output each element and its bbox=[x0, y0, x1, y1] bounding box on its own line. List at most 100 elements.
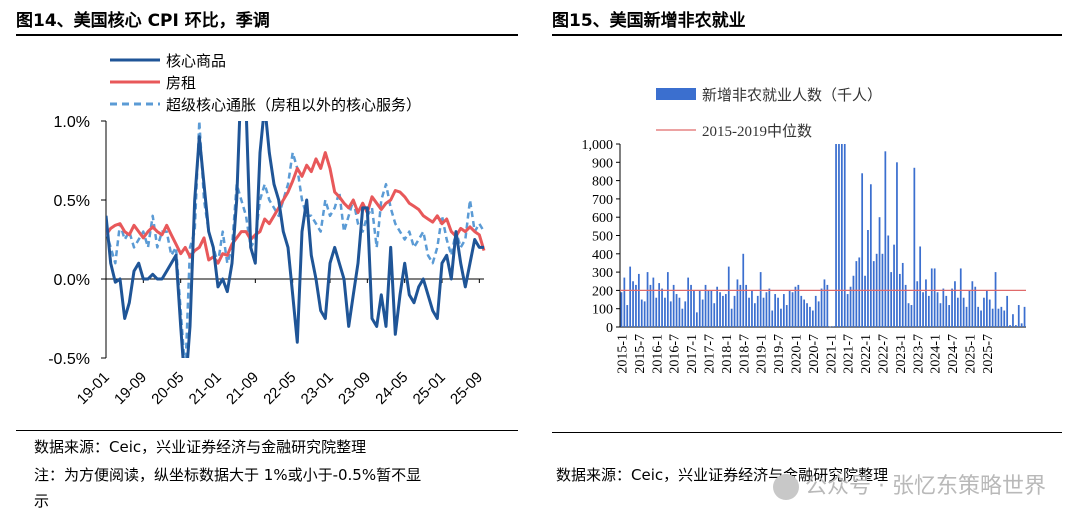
payroll-bar bbox=[791, 292, 794, 327]
payroll-bar bbox=[971, 281, 974, 327]
left-y-tick-label: 1.0% bbox=[54, 114, 90, 131]
payroll-bar bbox=[832, 326, 835, 327]
payroll-bar bbox=[707, 290, 710, 327]
payroll-bar bbox=[898, 273, 901, 327]
payroll-bar bbox=[727, 266, 730, 327]
right-y-tick-label: 500 bbox=[592, 230, 613, 245]
payroll-bar bbox=[806, 303, 808, 327]
payroll-bar bbox=[635, 284, 637, 327]
left-series-lines bbox=[106, 121, 486, 358]
payroll-bar bbox=[867, 230, 869, 327]
right-x-tick-label: 2024-7 bbox=[946, 334, 961, 374]
payroll-bar bbox=[661, 288, 663, 327]
supercore-line bbox=[106, 121, 486, 358]
payroll-bar bbox=[838, 144, 840, 327]
payroll-bar bbox=[939, 303, 942, 327]
payroll-bar bbox=[954, 281, 956, 327]
payroll-bar bbox=[849, 286, 852, 327]
right-y-tick-label: 0 bbox=[606, 321, 613, 336]
payroll-bar bbox=[1023, 306, 1026, 327]
right-y-tick-label: 1,000 bbox=[582, 138, 614, 153]
right-x-tick-label: 2018-7 bbox=[737, 334, 752, 374]
payroll-bar bbox=[701, 299, 704, 327]
right-x-tick-label: 2021-7 bbox=[842, 334, 857, 374]
payroll-bar bbox=[1006, 295, 1009, 327]
payroll-bar bbox=[869, 184, 872, 327]
payroll-bar bbox=[956, 297, 959, 327]
payroll-bar bbox=[962, 297, 965, 327]
legend-swatch-bars bbox=[656, 88, 696, 100]
payroll-bar bbox=[684, 301, 687, 327]
payroll-bar bbox=[753, 303, 756, 327]
payroll-bar bbox=[797, 284, 800, 327]
right-x-tick-label: 2016-1 bbox=[650, 334, 665, 374]
left-source-text: 数据来源：Ceic，兴业证券经济与金融研究院整理 bbox=[34, 438, 367, 456]
payroll-bar bbox=[632, 281, 634, 327]
left-note-line2: 示 bbox=[34, 492, 50, 510]
left-x-tick-label: 25-01 bbox=[410, 369, 449, 408]
right-x-tick-label: 2016-7 bbox=[668, 334, 683, 374]
right-source-text: 数据来源：Ceic，兴业证券经济与金融研究院整理 bbox=[556, 466, 889, 484]
left-x-tick-label: 21-09 bbox=[223, 369, 262, 408]
right-chart-title: 图15、美国新增非农就业 bbox=[552, 11, 746, 31]
payroll-bar bbox=[884, 151, 887, 327]
payroll-bar bbox=[762, 297, 765, 327]
payroll-bar bbox=[745, 284, 748, 327]
payroll-bar bbox=[843, 144, 846, 327]
payroll-bar bbox=[890, 272, 893, 327]
payroll-bar bbox=[936, 292, 939, 327]
legend-label-supercore: 超级核心通胀（房租以外的核心服务） bbox=[166, 97, 421, 114]
right-x-tick-label: 2015-7 bbox=[633, 334, 648, 374]
right-x-tick-label: 2020-1 bbox=[789, 334, 804, 374]
payroll-bar bbox=[965, 306, 968, 327]
payroll-bar bbox=[719, 292, 721, 327]
payroll-bar bbox=[693, 290, 695, 327]
payroll-bar bbox=[809, 306, 811, 327]
payroll-bar bbox=[977, 306, 980, 327]
core-cpi-line-chart: 核心商品 房租 超级核心通胀（房租以外的核心服务） 1.0% 0.5% 0.0% -0… bbox=[48, 53, 486, 408]
right-y-tick-label: 200 bbox=[592, 284, 613, 299]
legend-label-core-goods: 核心商品 bbox=[166, 53, 226, 70]
payroll-bar bbox=[907, 303, 910, 327]
right-title-rule bbox=[552, 34, 1062, 36]
payroll-bar bbox=[655, 297, 658, 327]
payroll-bar bbox=[649, 284, 652, 327]
left-y-tick-label: -0.5% bbox=[48, 351, 90, 368]
left-title-rule bbox=[16, 34, 518, 36]
right-x-tick-label: 2025-7 bbox=[981, 334, 996, 374]
right-legend: 新增非农就业人数（千人） 2015-2019中位数 bbox=[656, 87, 882, 140]
payroll-bar bbox=[893, 244, 895, 327]
payroll-bar bbox=[626, 305, 629, 327]
left-x-tick-label: 22-05 bbox=[260, 369, 299, 408]
payroll-bar bbox=[623, 277, 626, 327]
left-legend: 核心商品 房租 超级核心通胀（房租以外的核心服务） bbox=[110, 53, 421, 114]
payroll-bar bbox=[669, 301, 672, 327]
right-x-tick-label: 2018-1 bbox=[720, 334, 735, 374]
payroll-bar bbox=[994, 272, 997, 327]
payroll-bar bbox=[658, 283, 661, 327]
rent-line bbox=[106, 151, 486, 265]
payroll-bar bbox=[716, 286, 719, 327]
right-x-tick-label: 2017-7 bbox=[702, 334, 717, 374]
payroll-bar bbox=[997, 308, 1000, 327]
payroll-bar bbox=[823, 279, 826, 327]
legend-label-median: 2015-2019中位数 bbox=[702, 123, 812, 140]
payroll-bar bbox=[637, 273, 640, 327]
left-y-tick-label: 0.0% bbox=[54, 272, 90, 289]
left-x-tick-label: 24-05 bbox=[372, 369, 411, 408]
right-y-tick-label: 700 bbox=[592, 193, 613, 208]
legend-label-bars: 新增非农就业人数（千人） bbox=[702, 87, 882, 104]
payroll-bar bbox=[855, 261, 858, 327]
payroll-bar bbox=[1014, 325, 1017, 327]
payroll-bar bbox=[640, 299, 643, 327]
payroll-bar bbox=[852, 275, 855, 327]
payroll-bar bbox=[788, 290, 791, 327]
payroll-bar bbox=[803, 299, 806, 327]
payroll-bar bbox=[913, 167, 916, 327]
payroll-bar bbox=[733, 295, 736, 327]
payroll-bar bbox=[933, 268, 936, 327]
payroll-bar bbox=[730, 308, 733, 327]
right-x-tick-label: 2024-1 bbox=[929, 334, 944, 374]
payroll-bar bbox=[629, 266, 632, 327]
